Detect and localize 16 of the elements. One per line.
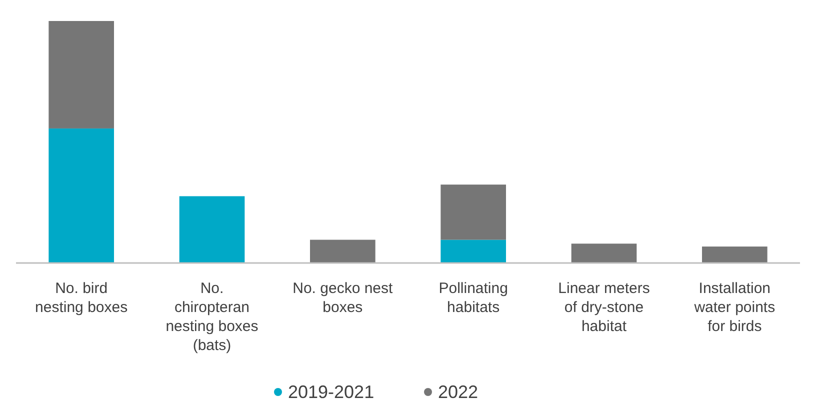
x-tick-label: Installation water points for birds [693,280,776,335]
x-tick-label: Linear meters of dry-stone habitat [558,280,650,335]
x-tick-label: No. bird nesting boxes [35,280,128,316]
bar [571,244,637,263]
x-tick-label: No. chiropteran nesting boxes (bats) [166,280,258,354]
bar [440,184,506,240]
x-tick-label: No. gecko nest boxes [292,280,394,316]
bar [702,246,768,263]
bar [48,21,114,128]
bar [48,128,114,263]
bar [440,240,506,263]
legend-label: 2019-2021 [288,382,374,402]
x-tick-label: Pollinating habitats [438,280,508,316]
legend-label: 2022 [438,382,478,402]
bar [179,196,245,263]
bar [310,240,376,263]
